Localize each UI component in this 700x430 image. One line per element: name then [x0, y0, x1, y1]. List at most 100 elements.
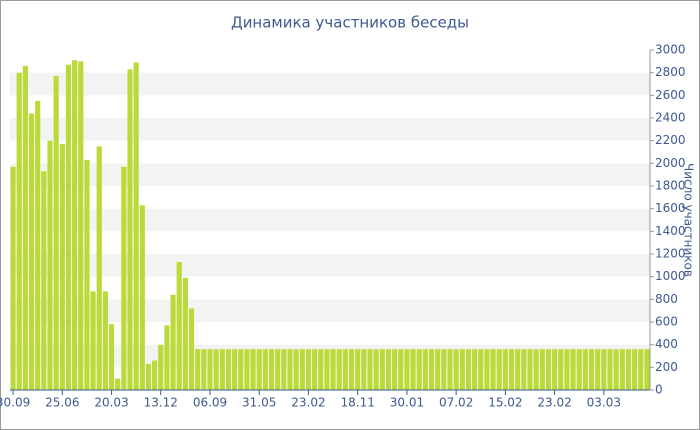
bar: [552, 349, 558, 390]
bar: [410, 349, 416, 390]
bar: [398, 349, 404, 390]
bar: [72, 60, 78, 390]
x-tick-label: 06.09: [193, 396, 227, 410]
bar: [428, 349, 435, 390]
bar: [201, 349, 207, 390]
bar: [164, 325, 170, 390]
bar: [336, 349, 342, 390]
y-tick-label: 1800: [655, 179, 686, 193]
y-tick-label: 400: [655, 337, 678, 351]
x-tick-label: 23.02: [537, 396, 571, 410]
y-tick-label: 3000: [655, 43, 686, 57]
x-tick-label: 23.02: [291, 396, 325, 410]
y-tick-label: 200: [655, 360, 678, 374]
bar: [287, 349, 293, 390]
grid-stripe: [10, 344, 650, 368]
bar: [139, 205, 145, 390]
bar: [490, 349, 496, 390]
bar: [312, 349, 318, 390]
bar: [324, 349, 330, 390]
bar: [576, 349, 582, 390]
bar: [281, 349, 287, 390]
y-tick-label: 2800: [655, 65, 686, 79]
y-tick-label: 1600: [655, 201, 686, 215]
bar: [145, 363, 152, 390]
bar: [127, 69, 133, 391]
x-tick-label: 03.03: [587, 396, 621, 410]
grid-stripe: [10, 299, 650, 322]
bar: [595, 349, 601, 390]
bar: [601, 349, 607, 390]
bar: [638, 349, 644, 390]
bar: [207, 349, 213, 390]
bar: [195, 349, 201, 390]
bar: [508, 349, 515, 390]
bar: [16, 72, 22, 391]
y-tick-label: 1000: [655, 269, 686, 283]
grid-stripe: [10, 254, 650, 277]
bar: [613, 349, 619, 390]
bar: [484, 349, 490, 390]
bar: [588, 349, 595, 390]
bar: [238, 349, 244, 390]
bar: [441, 349, 447, 390]
bar: [244, 349, 250, 390]
bar: [361, 349, 367, 390]
bar: [539, 349, 545, 390]
bar: [558, 349, 564, 390]
chart-title: Динамика участников беседы: [231, 14, 469, 32]
plot-background: [10, 72, 650, 368]
grid-stripe: [10, 208, 650, 232]
bar: [176, 261, 182, 390]
bar: [619, 349, 625, 390]
bar: [416, 349, 422, 390]
bar: [213, 349, 219, 390]
y-tick-label: 1400: [655, 224, 686, 238]
bar: [422, 349, 428, 390]
grid-stripe: [10, 163, 650, 186]
bar: [545, 349, 552, 390]
y-axis-title: Число участников: [682, 163, 696, 277]
bar: [570, 349, 576, 390]
y-tick-label: 2200: [655, 133, 686, 147]
bar: [379, 349, 385, 390]
bar: [392, 349, 398, 390]
y-tick-label: 2600: [655, 88, 686, 102]
bar: [607, 349, 613, 390]
bar: [367, 349, 373, 390]
y-tick-label: 2400: [655, 111, 686, 125]
y-tick-label: 1200: [655, 247, 686, 261]
bar: [404, 349, 410, 390]
bar: [133, 62, 139, 390]
bar: [625, 349, 632, 390]
bar: [632, 349, 638, 390]
bar: [527, 349, 533, 390]
bar: [188, 308, 195, 390]
bar: [644, 349, 650, 390]
bar: [385, 349, 392, 390]
x-tick-label: 30.09: [0, 396, 30, 410]
bar: [521, 349, 527, 390]
grid-stripe: [10, 118, 650, 141]
bar: [108, 324, 115, 390]
bar: [65, 64, 72, 390]
bar: [47, 140, 53, 390]
x-tick-label: 07.02: [439, 396, 473, 410]
bar: [373, 349, 379, 390]
bar: [459, 349, 465, 390]
bar: [84, 159, 90, 390]
bar: [22, 65, 28, 390]
bar: [158, 344, 164, 390]
bar: [232, 349, 238, 390]
y-tick-label: 600: [655, 315, 678, 329]
bar: [262, 349, 268, 390]
bar: [496, 349, 502, 390]
bar: [268, 349, 275, 390]
bar: [10, 166, 16, 390]
bar: [515, 349, 521, 390]
bar: [299, 349, 305, 390]
bar: [472, 349, 478, 390]
bar: [59, 144, 65, 390]
bar: [225, 349, 232, 390]
